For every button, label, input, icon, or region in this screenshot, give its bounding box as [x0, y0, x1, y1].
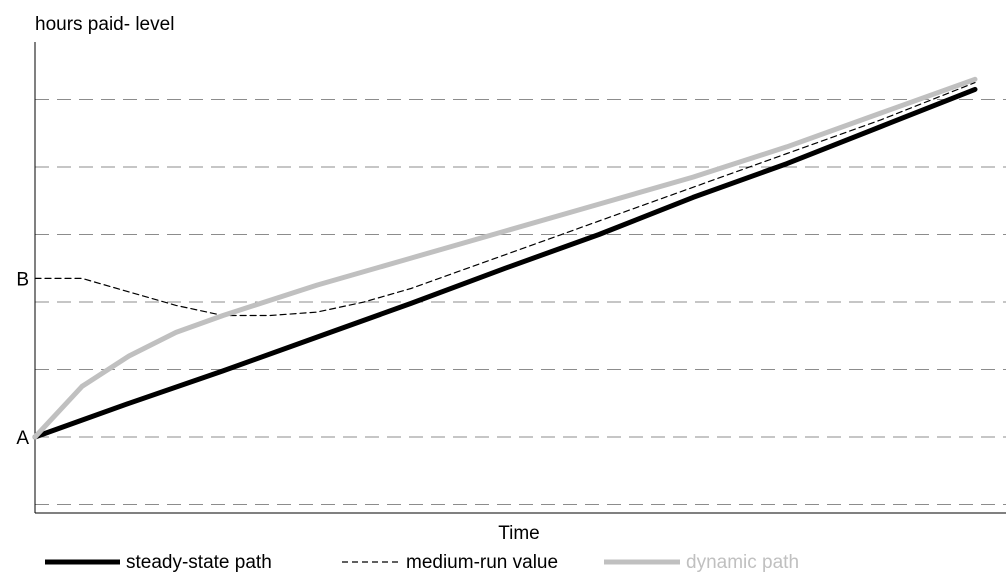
legend-label: steady-state path: [126, 552, 272, 573]
legend: steady-state path medium-run value dynamic…: [45, 552, 799, 573]
series-line-steady-state-path: [32, 86, 978, 440]
series-lines: [32, 76, 978, 440]
legend-label: dynamic path: [686, 552, 799, 573]
y-tick-label: B: [16, 269, 29, 290]
gridlines: [35, 99, 1006, 505]
y-tick-label: A: [16, 428, 29, 449]
y-axis-label: hours paid- level: [35, 14, 174, 35]
series-line-medium-run-value: [34, 81, 976, 317]
x-axis-label: Time: [498, 523, 540, 544]
series-line-dynamic-path: [32, 76, 978, 440]
legend-label: medium-run value: [406, 552, 558, 573]
y-tick-labels: AB: [16, 269, 29, 449]
